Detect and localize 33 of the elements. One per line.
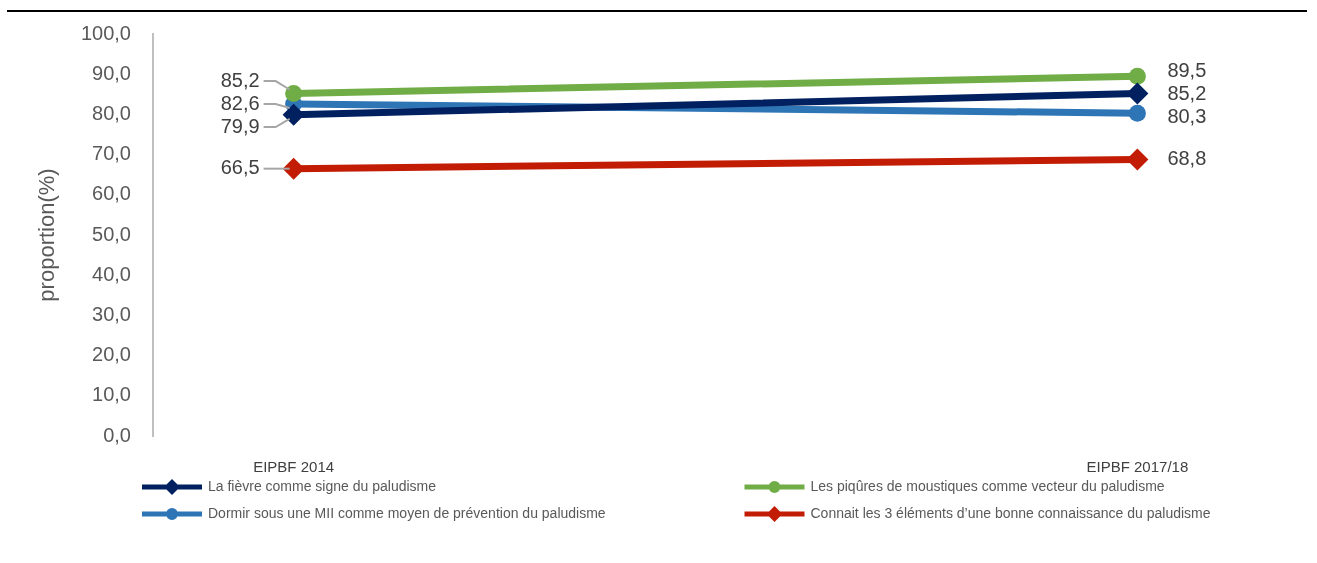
y-tick-label: 20,0 (92, 343, 131, 366)
y-tick-label: 10,0 (92, 383, 131, 406)
y-tick-label: 70,0 (92, 142, 131, 165)
legend-label: Dormir sous une MII comme moyen de prévention du paludisme (208, 504, 606, 521)
data-label: 80,3 (1167, 104, 1207, 127)
data-label: 79,9 (220, 114, 260, 137)
y-tick-label: 90,0 (92, 61, 131, 84)
point (1126, 82, 1149, 105)
point (282, 157, 305, 180)
x-tick-label: EIPBF 2014 (253, 458, 335, 476)
data-label: 66,5 (220, 156, 260, 179)
y-axis-title: proportion(%) (34, 168, 60, 302)
legend-label: La fièvre comme signe du paludisme (208, 477, 437, 494)
y-tick-label: 60,0 (92, 182, 131, 205)
point (1126, 148, 1149, 171)
point (1128, 67, 1146, 85)
legend-label: Connait les 3 éléments d’une bonne connaissance du paludisme (810, 504, 1211, 521)
y-tick-label: 0,0 (103, 423, 131, 446)
y-tick-label: 30,0 (92, 302, 131, 325)
data-label: 68,8 (1167, 146, 1207, 169)
data-label: 85,2 (1167, 81, 1207, 104)
y-tick-label: 40,0 (92, 262, 131, 285)
data-label: 85,2 (220, 68, 260, 91)
y-tick-label: 50,0 (92, 222, 131, 245)
y-tick-label: 100,0 (80, 21, 131, 44)
legend-label: Les piqûres de moustiques comme vecteur du paludisme (810, 477, 1165, 494)
point (282, 103, 305, 126)
point (1128, 104, 1146, 122)
point (285, 85, 303, 102)
data-label: 82,6 (220, 91, 260, 114)
y-tick-label: 80,0 (92, 101, 131, 124)
data-label: 89,5 (1167, 58, 1207, 81)
x-tick-label: EIPBF 2017/18 (1086, 458, 1189, 476)
